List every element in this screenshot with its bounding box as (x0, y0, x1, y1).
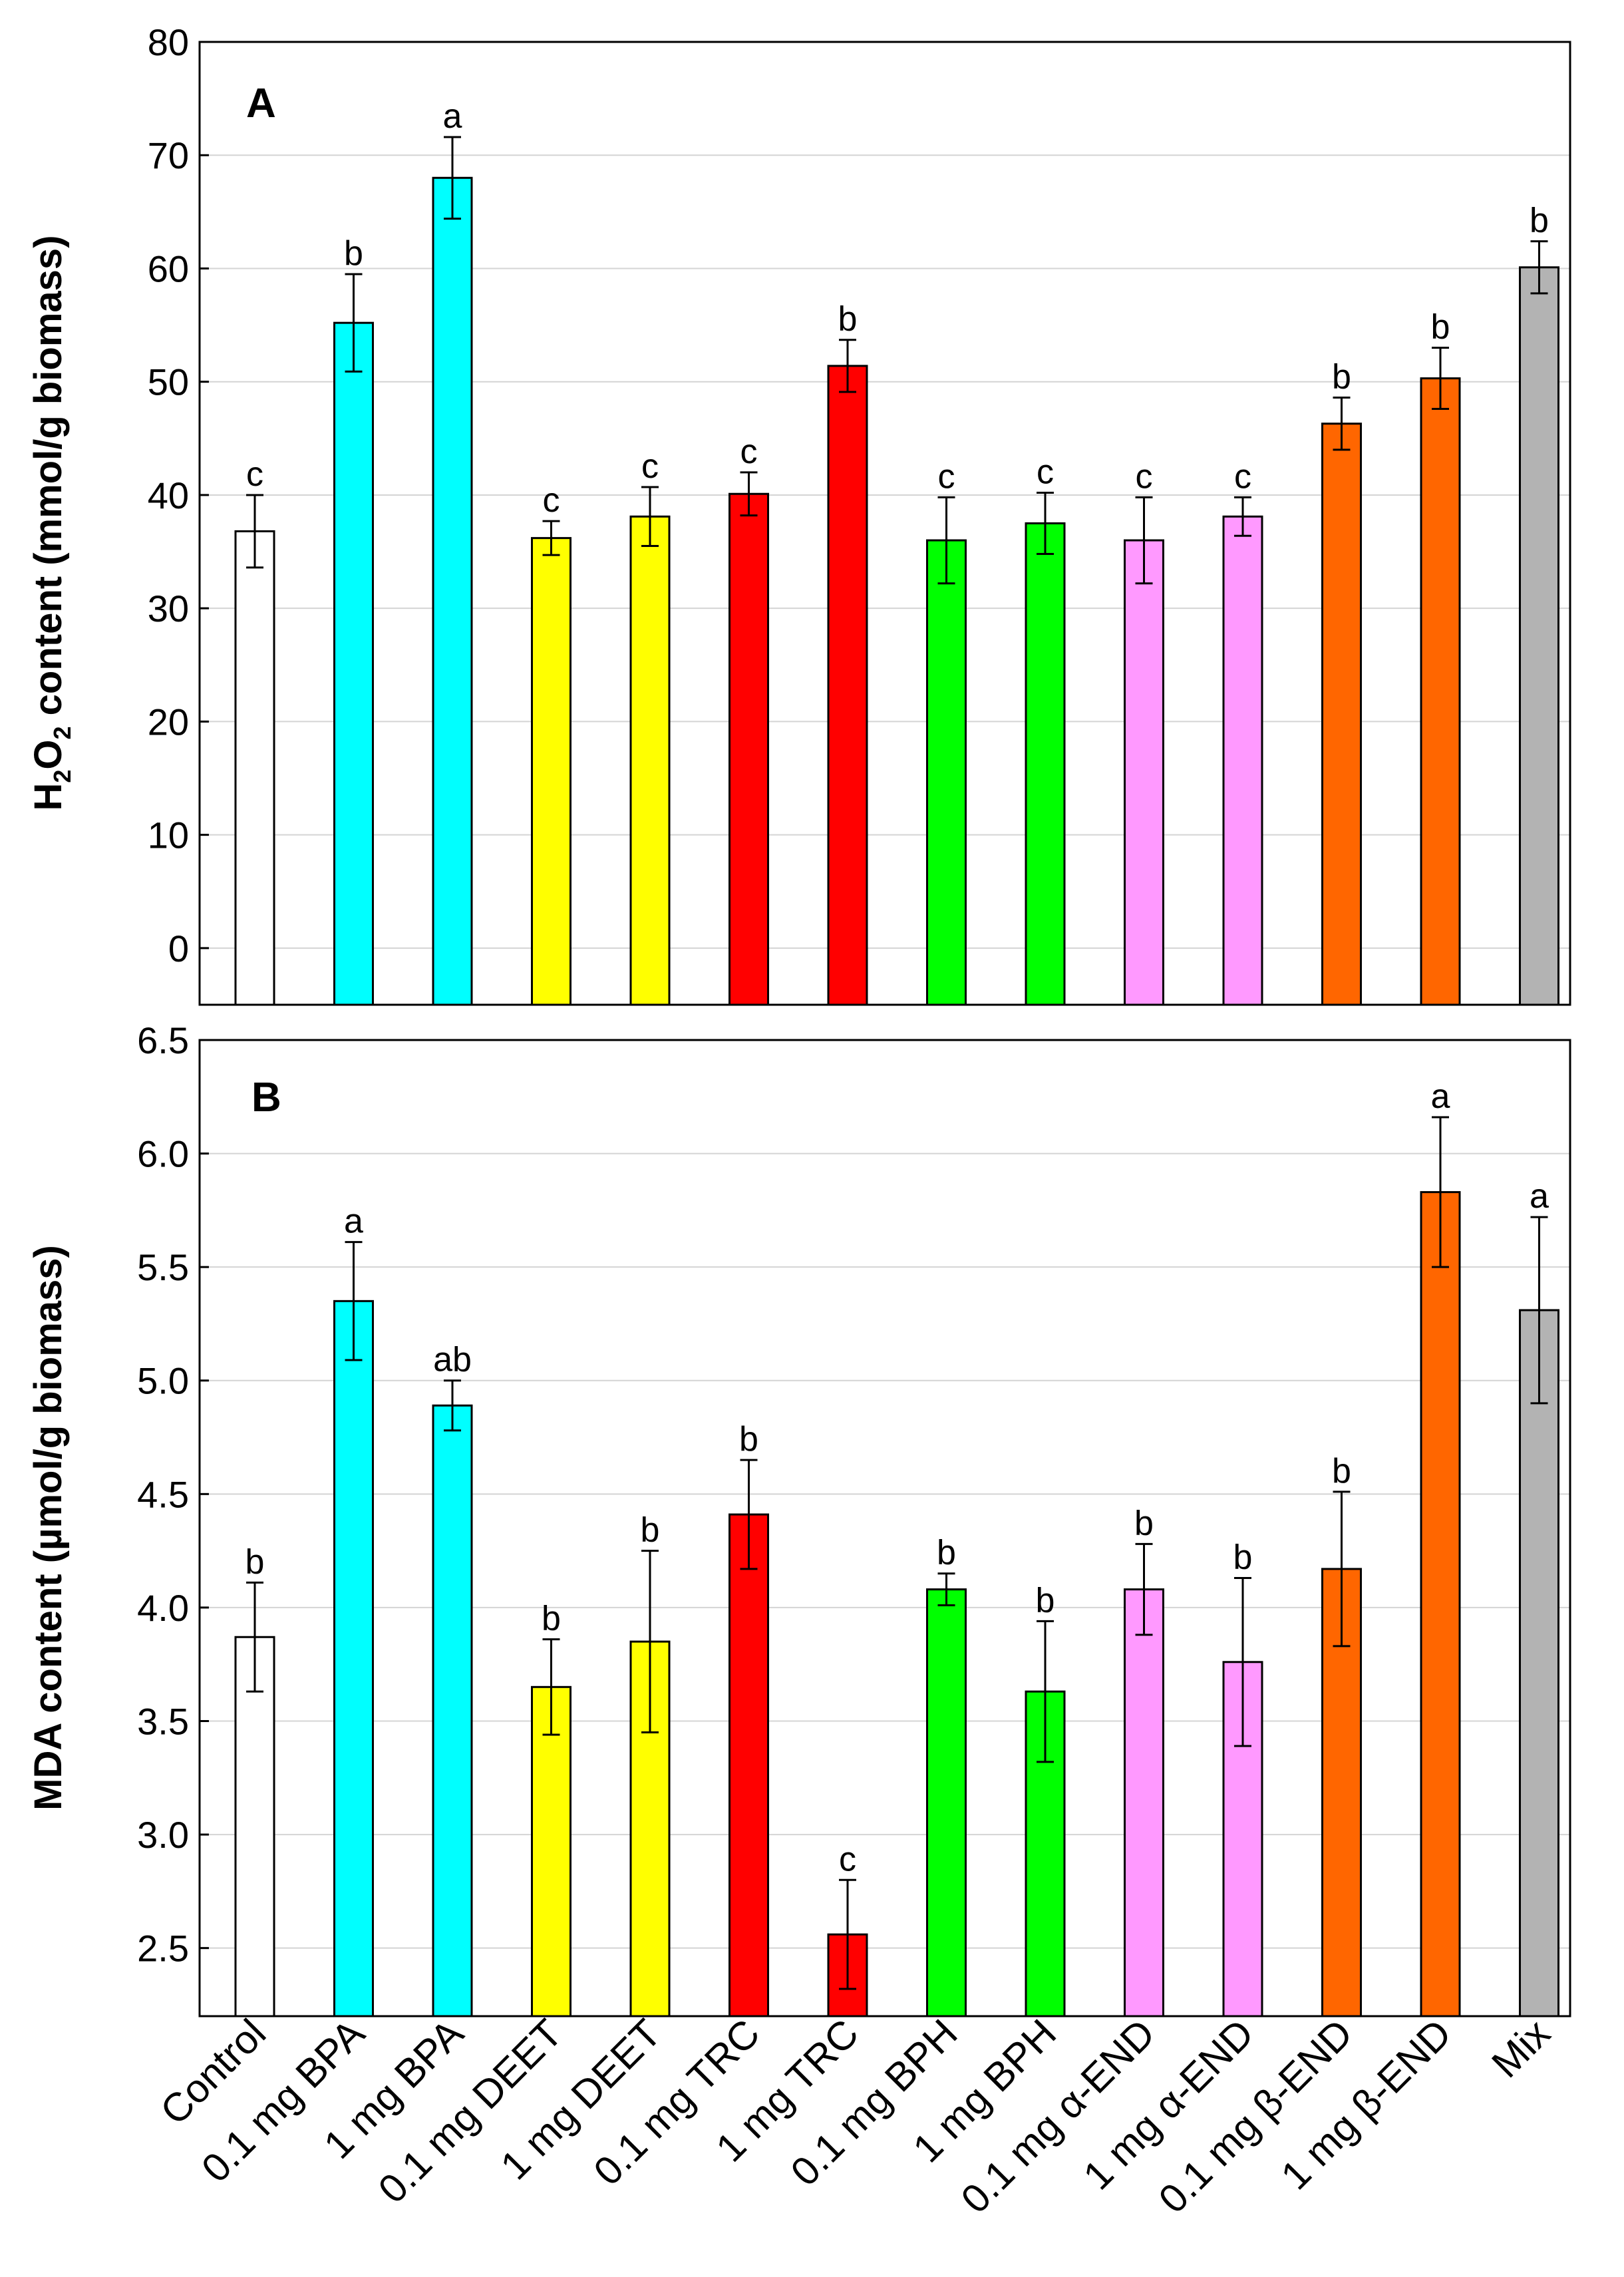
panel-a-bar (629, 515, 671, 1006)
panel-b-gridlines (200, 1152, 1570, 1949)
panel-a-gridlines (200, 154, 1570, 949)
panel-a-significance-letter: c (740, 433, 758, 471)
panel-a-y-ticks: 0 10 20 30 40 50 60 70 80 (148, 21, 209, 969)
panel-b-bar (1124, 1588, 1164, 2017)
panel-b-y-tick-label: 5.0 (137, 1360, 189, 1402)
panel-b-y-tick-label: 6.5 (137, 1019, 189, 1061)
panel-a-bar (1321, 423, 1362, 1006)
panel-a-y-tick-label: 20 (148, 701, 189, 743)
panel-a-significance-letter: b (1431, 308, 1450, 347)
panel-a-significance-letter: b (1530, 202, 1549, 240)
panel-a-significance-letter: b (344, 234, 363, 273)
panel-a-chart: c b a c c c b c c c c b b b 0 10 20 30 40 50 60 70 80 A H2O2 … (27, 21, 1571, 1006)
panel-a-y-tick-label: 30 (148, 588, 189, 629)
panel-b-y-axis-title: MDA content (µmol/g biomass) (27, 1245, 70, 1811)
panel-a-bar (926, 539, 967, 1006)
panel-b-y-tick-label: 6.0 (137, 1133, 189, 1175)
panel-b-significance-letter: a (344, 1202, 363, 1241)
panel-b-significance-letter: ab (433, 1341, 472, 1379)
panel-a-bar (333, 321, 374, 1006)
panel-a-y-tick-label: 40 (148, 474, 189, 516)
panel-b-significance-letter: b (1134, 1504, 1154, 1542)
panel-a-y-tick-label: 10 (148, 814, 189, 856)
panel-b-frame (198, 1039, 1571, 2017)
panel-a-bars (234, 176, 1559, 1006)
panel-b-significance-letter: c (839, 1840, 856, 1878)
panel-a-y-tick-label: 60 (148, 248, 189, 289)
panel-a-bar (729, 492, 769, 1006)
panel-b-significance-letter: b (542, 1600, 561, 1638)
panel-b-y-tick-label: 4.5 (137, 1473, 189, 1515)
panel-a-significance-letter: a (443, 97, 462, 136)
panel-a-significance-letter: c (641, 447, 659, 486)
panel-b-chart: b a ab b b b c b b b b b a a 2.5 3.0 3.5 4.0 4.5 5.0 5.5 6.0… (27, 1019, 1571, 2017)
panel-b-significance-letter: b (1036, 1581, 1055, 1620)
panel-a-y-tick-label: 0 (168, 928, 189, 969)
panel-a-bar (1124, 539, 1164, 1006)
panel-b-significance-letter: b (1332, 1452, 1351, 1490)
panel-b-bar (531, 1685, 571, 2017)
y-title-rest: content (mmol/g biomass) (27, 235, 70, 726)
panel-a-significance-letter: c (938, 457, 955, 496)
panel-a-bar (827, 365, 868, 1006)
y-title-h: H (27, 783, 70, 811)
panel-a-bar (1025, 522, 1066, 1006)
panel-b-y-tick-label: 4.0 (137, 1587, 189, 1629)
panel-a-y-tick-label: 70 (148, 134, 189, 176)
panel-a-significance-letter: c (1037, 453, 1054, 492)
panel-b-significance-letter: b (937, 1534, 956, 1572)
panel-a-bar (1222, 515, 1263, 1006)
x-category-label: Mix (1483, 2011, 1558, 2086)
panel-a-significance-letter: c (1234, 457, 1251, 496)
panel-b-bar (432, 1404, 473, 2017)
panel-a-bar (531, 537, 571, 1006)
panel-b-significance-letter: b (739, 1420, 758, 1459)
panel-a-bar (1519, 266, 1559, 1006)
panel-b-y-ticks: 2.5 3.0 3.5 4.0 4.5 5.0 5.5 6.0 6.5 (137, 1019, 209, 1970)
y-title-o: O (27, 739, 70, 769)
panel-a-significance-letter: c (246, 455, 263, 494)
panel-a-bar (1420, 377, 1461, 1006)
panel-b-error-bars (246, 1116, 1548, 1990)
panel-a-letter: A (246, 81, 276, 126)
panel-b-bar (1420, 1191, 1461, 2017)
y-title-sub-2a: 2 (49, 770, 76, 783)
panel-a-bar (234, 530, 275, 1006)
panel-b-letter: B (251, 1075, 281, 1121)
y-title-sub-2b: 2 (49, 726, 76, 739)
panel-b-significance-labels: b a ab b b b c b b b b b a a (245, 1077, 1549, 1878)
panel-b-bar (926, 1588, 967, 2017)
panel-b-significance-letter: a (1530, 1177, 1549, 1216)
panel-a-y-tick-label: 50 (148, 361, 189, 403)
panel-a-significance-letter: b (1332, 358, 1351, 397)
panel-a-significance-letter: c (543, 481, 560, 520)
panel-b-bar (333, 1300, 374, 2017)
panel-b-y-tick-label: 3.5 (137, 1700, 189, 1742)
panel-b-significance-letter: a (1431, 1077, 1450, 1116)
panel-a-y-axis-title: H2O2 content (mmol/g biomass) (27, 235, 76, 810)
panel-b-significance-letter: b (1233, 1538, 1253, 1577)
panel-a-bar (432, 176, 473, 1006)
panel-a-significance-letter: b (838, 300, 858, 339)
panel-a-y-tick-label: 80 (148, 21, 189, 63)
panel-b-bars (234, 1191, 1559, 2017)
panel-a-significance-labels: c b a c c c b c c c c b b b (246, 97, 1549, 520)
panel-a-error-bars (246, 136, 1548, 585)
panel-b-bar (1519, 1309, 1559, 2017)
panel-b-significance-letter: b (245, 1542, 265, 1581)
panel-b-bar (234, 1636, 275, 2017)
panel-b-bar (729, 1513, 769, 2017)
panel-b-y-tick-label: 5.5 (137, 1246, 189, 1288)
panel-a-significance-letter: c (1136, 457, 1153, 496)
panel-b-significance-letter: b (641, 1511, 660, 1550)
panel-a-frame (198, 41, 1571, 1006)
panel-b-y-tick-label: 3.0 (137, 1814, 189, 1856)
panel-b-y-tick-label: 2.5 (137, 1928, 189, 1970)
